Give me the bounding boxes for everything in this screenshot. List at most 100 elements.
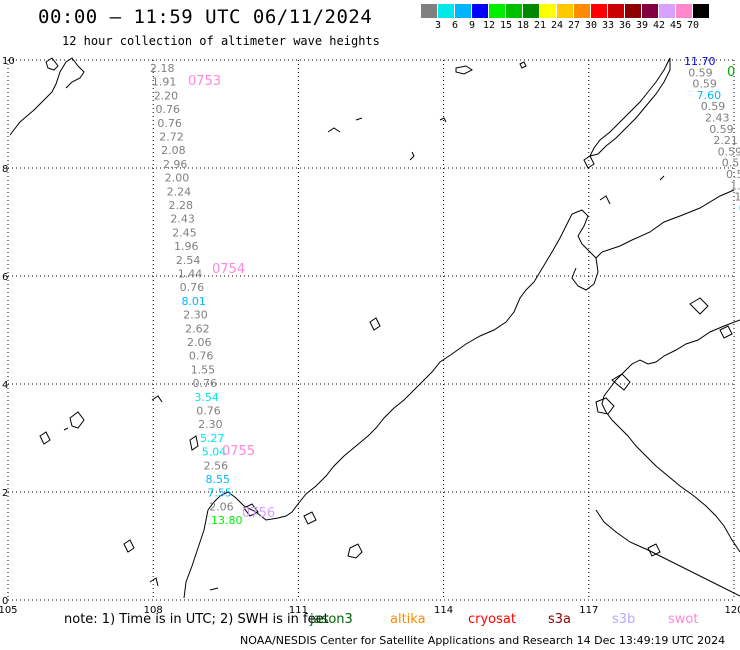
scale-label: 3 xyxy=(434,20,442,31)
wave-height-value: 0.5 xyxy=(726,168,740,181)
wave-height-value: 2.54 xyxy=(176,254,201,267)
wave-height-value: 2.56 xyxy=(204,459,229,472)
scale-swatch xyxy=(659,4,676,18)
scale-swatch xyxy=(506,4,523,18)
wave-height-value: 2.43 xyxy=(170,213,195,226)
wave-height-value: 0.59 xyxy=(709,123,734,136)
lat-lon-grid xyxy=(7,59,735,601)
pass-time-label: 0756 xyxy=(242,506,275,521)
wave-height-value: 3.54 xyxy=(194,391,219,404)
wave-height-value: 2.72 xyxy=(159,131,184,144)
wave-height-value: 2.24 xyxy=(167,185,192,198)
wave-height-value: 2.43 xyxy=(705,112,730,125)
wave-height-value: 2.30 xyxy=(198,418,223,431)
wave-height-value: 0.76 xyxy=(180,281,205,294)
footer-note: note: 1) Time is in UTC; 2) SWH is in fe… xyxy=(64,612,329,627)
wave-height-value: 2.20 xyxy=(154,89,179,102)
lat-tick-label: 10 xyxy=(2,56,15,67)
coastline-hainan-tip xyxy=(45,57,59,71)
wave-height-value: 0.76 xyxy=(196,405,221,418)
wave-height-value: 7.55 xyxy=(207,487,232,500)
scale-label: 45 xyxy=(669,20,683,31)
wave-height-value: 2.08 xyxy=(161,144,186,157)
islands xyxy=(39,61,733,591)
scale-label: 6 xyxy=(451,20,459,31)
scale-label: 36 xyxy=(618,20,632,31)
wave-height-value: 2.96 xyxy=(163,158,188,171)
wave-height-value: 2.30 xyxy=(183,309,208,322)
lat-tick-label: 4 xyxy=(2,380,8,391)
lon-tick-label: 117 xyxy=(579,605,598,616)
scale-swatch xyxy=(472,4,489,18)
wave-height-value: 0 xyxy=(739,202,740,215)
scale-label: 70 xyxy=(686,20,700,31)
scale-label: 18 xyxy=(516,20,530,31)
wave-height-value: 0.76 xyxy=(156,103,181,116)
page-title: 00:00 – 11:59 UTC 06/11/2024 xyxy=(38,6,373,28)
wave-height-value: 2.45 xyxy=(172,226,197,239)
page-subtitle: 12 hour collection of altimeter wave hei… xyxy=(62,34,380,48)
scale-label: 30 xyxy=(584,20,598,31)
coastline-south-east xyxy=(595,509,740,597)
wave-height-value: 2.28 xyxy=(169,199,194,212)
lon-tick-label: 114 xyxy=(434,605,453,616)
lat-tick-label: 8 xyxy=(2,164,8,175)
wave-height-value: 0.59 xyxy=(688,66,713,79)
coastline-mainland-west xyxy=(9,57,85,136)
wave-height-value: 2.06 xyxy=(187,336,212,349)
scale-swatch xyxy=(455,4,472,18)
wave-height-value: 0.59 xyxy=(701,100,726,113)
pass-time-labels: 0753 0754 0755 0756 0 xyxy=(188,65,735,521)
wave-height-value: 5.27 xyxy=(200,432,225,445)
scale-swatch xyxy=(540,4,557,18)
wave-height-value: 0.76 xyxy=(193,377,218,390)
scale-label: 42 xyxy=(652,20,666,31)
scale-label: 21 xyxy=(533,20,547,31)
coastline-borneo-bay xyxy=(571,257,599,291)
wave-height-value: 2.62 xyxy=(185,322,210,335)
scale-label: 39 xyxy=(635,20,649,31)
scale-label: 24 xyxy=(550,20,564,31)
wave-height-value: 2.18 xyxy=(150,62,175,75)
coastline-palawan xyxy=(589,57,671,157)
wave-height-value: 1.91 xyxy=(152,76,177,89)
scale-swatch xyxy=(676,4,693,18)
satellite-legend-item: jason3 xyxy=(310,612,353,627)
satellite-legend-item: s3b xyxy=(612,612,636,627)
scale-swatch xyxy=(693,4,710,18)
axis-tick-labels: 105 108 111 114 117 120 0 2 4 6 8 10 xyxy=(0,56,740,616)
wave-height-value: 2.00 xyxy=(165,172,190,185)
color-scale-labels: 3 6 9 12 15 18 21 24 27 30 33 36 39 42 45 70 xyxy=(421,20,740,34)
wave-height-value: 1.55 xyxy=(191,363,216,376)
wave-height-value: 7.60 xyxy=(697,89,722,102)
pass-time-label: 0755 xyxy=(222,444,255,459)
coastline-borneo xyxy=(207,189,735,521)
wave-height-value: 1.96 xyxy=(174,240,199,253)
scale-swatch xyxy=(625,4,642,18)
wave-height-value: 8.55 xyxy=(206,473,231,486)
scale-swatch xyxy=(642,4,659,18)
wave-height-value: 11.70 xyxy=(684,55,716,68)
wave-height-value: 8.01 xyxy=(181,295,206,308)
scale-label: 12 xyxy=(482,20,496,31)
satellite-legend-item: cryosat xyxy=(468,612,516,627)
scale-swatch xyxy=(438,4,455,18)
satellite-legend-item: s3a xyxy=(548,612,572,627)
lat-tick-label: 6 xyxy=(2,272,8,283)
wave-height-color-scale xyxy=(421,4,710,18)
pass-time-label: 0 xyxy=(727,65,735,80)
lat-tick-label: 0 xyxy=(2,596,8,607)
altimeter-track-east: 11.700.590.597.600.592.430.592.210.590.5… xyxy=(684,55,740,215)
coastline xyxy=(9,57,740,599)
scale-label: 33 xyxy=(601,20,615,31)
scale-label: 9 xyxy=(468,20,476,31)
wave-height-value: 0.76 xyxy=(157,117,182,130)
pass-time-label: 0753 xyxy=(188,74,221,89)
coastline-sabah xyxy=(601,319,740,553)
wave-height-value: 1.44 xyxy=(178,268,203,281)
scale-swatch xyxy=(608,4,625,18)
wave-height-value: 2.06 xyxy=(209,500,234,513)
wave-height-value: 13.80 xyxy=(211,514,243,527)
footer-credit: NOAA/NESDIS Center for Satellite Applica… xyxy=(240,634,726,647)
